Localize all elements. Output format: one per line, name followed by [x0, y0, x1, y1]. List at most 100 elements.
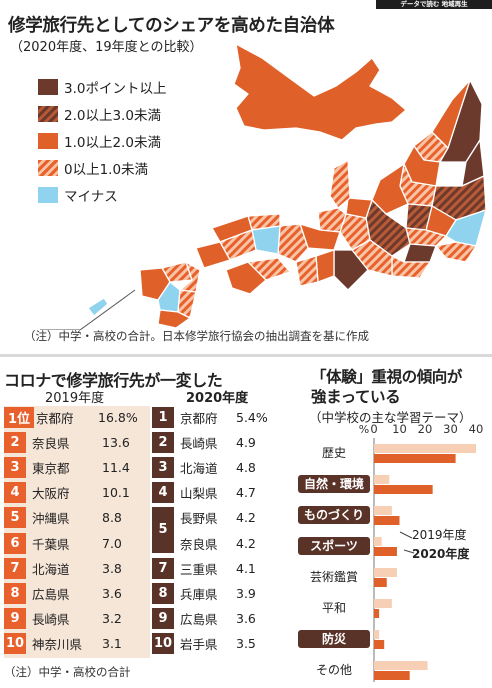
rank-number: 8: [152, 582, 174, 604]
share-value: 3.6: [236, 611, 256, 627]
x-tick-label: 10: [392, 422, 407, 436]
category-label: 防災: [322, 631, 347, 646]
legend-swatch-hatch-dark: [38, 106, 58, 122]
prefecture-name: 奈良県: [180, 536, 218, 552]
ranking-row: 2 奈良県 13.6: [4, 431, 150, 453]
map-subtitle: （2020年度、19年度との比較）: [10, 40, 203, 55]
share-value: 3.6: [102, 585, 122, 601]
rank-number: 4: [4, 482, 26, 504]
ranking-row: 3 東京都 11.4: [4, 456, 150, 478]
ranking-row: 5 長野県 4.2: [152, 506, 270, 553]
bar-2020: [374, 609, 380, 618]
region-tohoku-n: [431, 79, 471, 149]
ranking-row: 9 長崎県 3.2: [4, 608, 150, 630]
legend-item-0to1: 0以上1.0未満: [38, 160, 149, 178]
share-value: 3.5: [236, 636, 256, 652]
ranking-row: 1位 京都府 16.8%: [4, 406, 150, 428]
prefecture-name: 東京都: [32, 460, 70, 476]
category-label: 芸術鑑賞: [310, 569, 358, 584]
prefecture-name: 長崎県: [32, 612, 70, 628]
prefecture-name: 京都府: [36, 410, 74, 426]
legend-item-minus: マイナス: [38, 187, 118, 205]
prefecture-name: 山梨県: [180, 486, 218, 502]
share-value: 16.8%: [98, 409, 138, 425]
prefecture-name: 長崎県: [180, 435, 218, 451]
region-hokkaido: [233, 43, 407, 141]
map-note: （注）中学・高校の合計。日本修学旅行協会の抽出調査を基に作成: [24, 329, 369, 343]
share-value: 4.1: [236, 560, 256, 576]
okinawa-frame: [40, 289, 136, 330]
region-fukui: [317, 207, 347, 233]
ranking-row: 1 京都府 5.4%: [152, 406, 270, 428]
prefecture-name: 兵庫県: [180, 586, 218, 602]
bar-2020: [374, 454, 456, 463]
legend-swatch-solid-orange: [38, 133, 58, 149]
region-nara: [315, 249, 335, 283]
ranking-year-2019: 2019年度: [45, 391, 105, 406]
bar-2019: [374, 444, 476, 453]
ranking-note: （注）中学・高校の合計: [4, 665, 131, 679]
region-tokyo-chiba: [435, 241, 477, 263]
rank-number: 2: [152, 431, 174, 453]
ranking-year-2020: 2020年度: [186, 391, 249, 406]
category-highlight: [298, 537, 370, 555]
ranking-row: 6 千葉県 7.0: [4, 532, 150, 554]
legend-label: 2.0以上3.0未満: [64, 108, 161, 124]
prefecture-name: 奈良県: [32, 435, 70, 451]
bar-2019: [374, 661, 428, 670]
region-yamanashi: [403, 243, 437, 263]
x-tick-label: 0: [370, 422, 377, 436]
share-value: 5.4%: [236, 409, 268, 425]
activity-subtitle: （中学校の主な学習テーマ）: [309, 410, 472, 425]
ranking-row: 2 長崎県 4.9: [152, 431, 270, 453]
share-value: 3.9: [236, 585, 256, 601]
rank-number: 5: [4, 507, 26, 529]
bar-2019: [374, 630, 380, 639]
region-ishikawa: [329, 159, 351, 209]
bar-2020: [374, 578, 387, 587]
category-label: ものづくり: [304, 507, 364, 522]
map-title: 修学旅行先としてのシェアを高めた自治体: [8, 16, 335, 36]
prefecture-name: 沖縄県: [32, 511, 70, 527]
rank-number: 7: [4, 557, 26, 579]
share-value: 13.6: [102, 434, 130, 450]
ranking-title: コロナで修学旅行先が一変した: [4, 371, 223, 390]
section-banner: データで読む 地域再生: [376, 0, 492, 9]
share-value: 10.1: [102, 485, 130, 501]
ranking-row: 4 大阪府 10.1: [4, 482, 150, 504]
legend-item-1to2: 1.0以上2.0未満: [38, 133, 161, 151]
category-highlight: [298, 475, 370, 493]
prefecture-name: 長野県: [180, 511, 218, 527]
share-value: 4.8: [236, 459, 256, 475]
legend-label: 3.0ポイント以上: [64, 81, 167, 97]
legend-swatch-blue: [38, 187, 58, 203]
category-label: 平和: [322, 601, 346, 615]
banner-text: データで読む 地域再生: [400, 0, 468, 8]
share-value: 4.2: [236, 535, 256, 551]
share-value: 7.0: [102, 535, 122, 551]
region-yamaguchi: [195, 241, 231, 269]
bar-2019: [374, 506, 392, 515]
ranking-row: 7 北海道 3.8: [4, 557, 150, 579]
share-value: 3.1: [102, 636, 122, 652]
share-value: 3.8: [102, 560, 122, 576]
bar-2020: [374, 671, 410, 680]
activity-title-line2: 強まっている: [311, 388, 401, 406]
rank-number: 4: [152, 482, 174, 504]
legend-leader-2020: [403, 549, 415, 554]
category-highlight: [298, 506, 370, 524]
prefecture-name: 広島県: [180, 612, 218, 628]
x-tick-label: 40: [469, 422, 484, 436]
ranking-row: 8 兵庫県 3.9: [152, 582, 270, 604]
legend-item-3plus: 3.0ポイント以上: [38, 79, 167, 97]
bar-2019: [374, 568, 397, 577]
category-highlight: [298, 630, 370, 648]
legend-label: 1.0以上2.0未満: [64, 135, 161, 151]
rank-number: 9: [4, 608, 26, 630]
region-kagoshima: [157, 309, 191, 329]
share-value: 8.8: [102, 510, 122, 526]
bar-2020: [374, 547, 397, 556]
category-label: 自然・環境: [304, 476, 364, 491]
legend-label: 0以上1.0未満: [64, 162, 149, 178]
